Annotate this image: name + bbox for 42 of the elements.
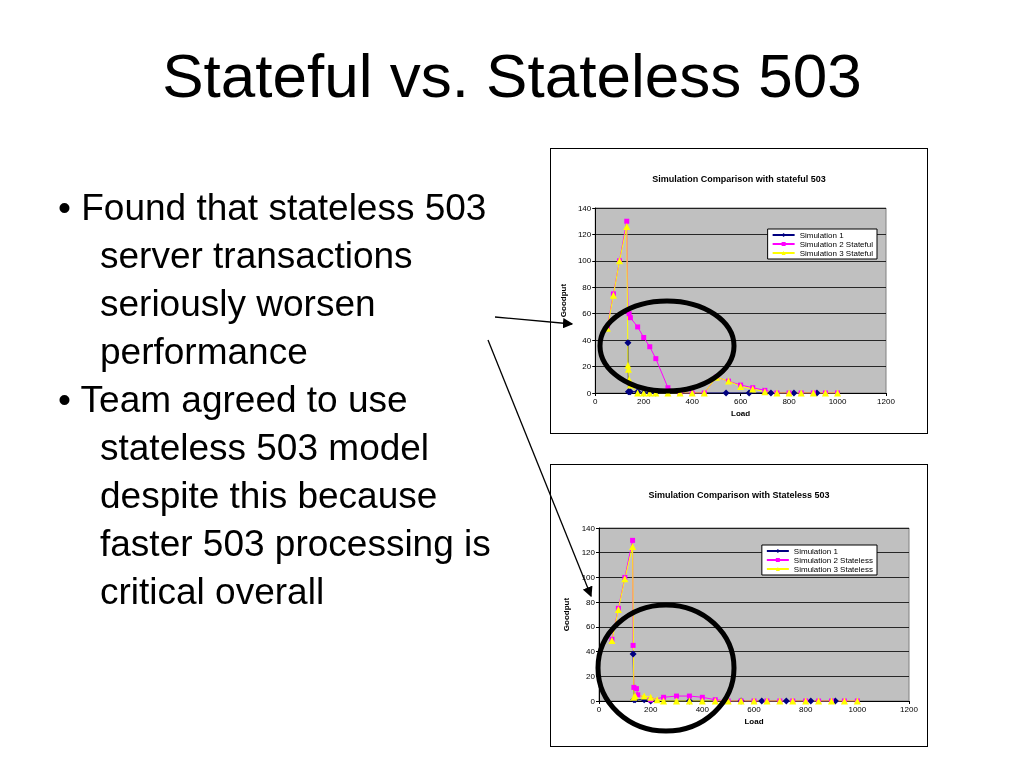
x-tick-label: 800 (798, 704, 813, 714)
y-tick-label: 80 (586, 597, 596, 607)
x-tick-label: 1200 (900, 704, 919, 714)
legend-label: Simulation 1 (799, 230, 845, 240)
chart-title: Simulation Comparison with stateful 503 (652, 173, 826, 184)
x-axis-title: Load (744, 717, 764, 727)
x-tick-label: 1000 (848, 704, 867, 714)
text: • Found that stateless 503 server transactions seriously worsen performance (58, 186, 488, 374)
y-tick-label: 40 (582, 335, 592, 345)
legend-label: Simulation 1 (793, 546, 839, 556)
y-axis-title: Goodput (558, 283, 568, 318)
legend-label: Simulation 2 Stateless (793, 555, 873, 565)
y-tick-label: 80 (582, 282, 592, 292)
y-tick-label: 0 (586, 388, 592, 398)
x-tick-label: 200 (643, 704, 658, 714)
chart-title: Simulation Comparison with Stateless 503 (648, 489, 830, 500)
y-tick-label: 60 (586, 622, 596, 632)
x-tick-label: 1200 (877, 396, 896, 406)
x-tick-label: 600 (747, 704, 762, 714)
x-tick-label: 400 (695, 704, 710, 714)
y-tick-label: 60 (582, 309, 592, 319)
x-tick-label: 600 (733, 396, 748, 406)
y-tick-label: 120 (577, 229, 592, 239)
y-axis-title: Goodput (562, 597, 572, 632)
legend-label: Simulation 3 Stateless (793, 564, 873, 574)
y-tick-label: 120 (581, 548, 596, 558)
x-tick-label: 400 (685, 396, 700, 406)
y-tick-label: 0 (590, 696, 596, 706)
x-tick-label: 200 (637, 396, 651, 406)
y-tick-label: 100 (577, 256, 592, 266)
y-tick-label: 20 (582, 362, 592, 372)
x-tick-label: 800 (782, 396, 797, 406)
legend-label: Simulation 3 Stateful (799, 248, 874, 258)
text: • Team agreed to use stateless 503 model despite this because faster 503 processing is critical overall (58, 378, 492, 614)
y-tick-label: 140 (581, 523, 596, 533)
x-tick-label: 1000 (828, 396, 847, 406)
x-axis-title: Load (731, 409, 751, 419)
y-tick-label: 40 (586, 647, 596, 657)
y-tick-label: 140 (577, 203, 592, 213)
legend-label: Simulation 2 Stateful (799, 239, 874, 249)
text: Stateful vs. Stateless 503 (161, 40, 863, 111)
y-tick-label: 20 (586, 671, 596, 681)
